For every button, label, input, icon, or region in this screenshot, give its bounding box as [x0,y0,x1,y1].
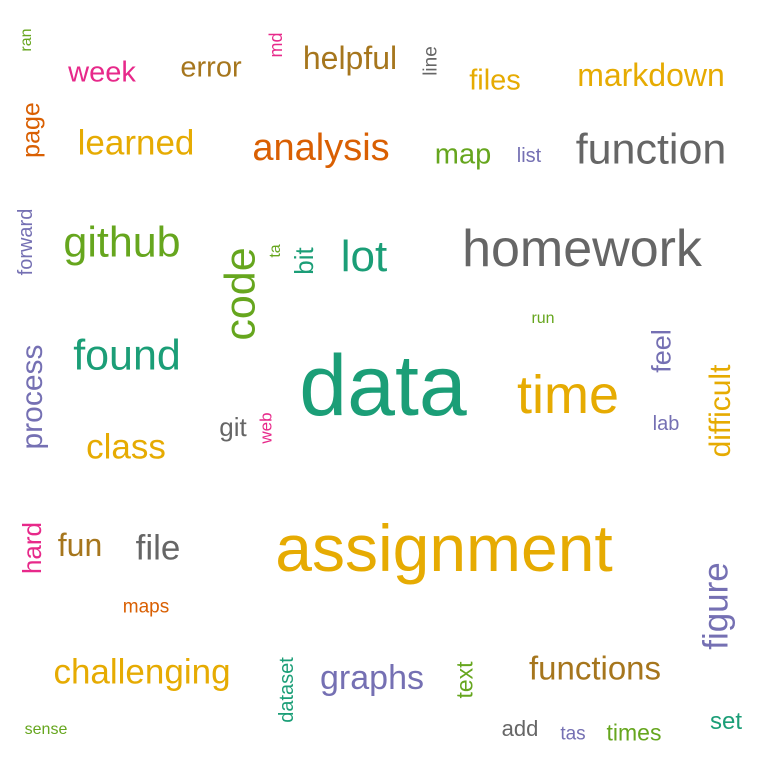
word-github: github [63,218,181,267]
word-markdown: markdown [577,57,725,93]
word-learned: learned [77,123,195,163]
word-bit: bit [289,247,319,275]
word-forward: forward [15,208,37,276]
word-hard: hard [17,521,47,575]
word-lot: lot [340,232,388,281]
word-sense: sense [24,721,68,738]
word-fun: fun [57,527,103,563]
word-run: run [531,310,555,327]
word-time: time [516,365,620,425]
word-file: file [135,528,181,568]
word-add: add [501,716,539,741]
word-graphs: graphs [320,659,424,697]
word-list: list [516,145,542,167]
word-function: function [575,125,727,174]
word-figure: figure [696,562,736,650]
word-week: week [68,56,136,89]
word-tas: tas [560,723,586,745]
word-dataset: dataset [276,657,298,723]
word-feel: feel [646,329,677,373]
word-difficult: difficult [704,364,737,458]
word-lab: lab [652,413,680,435]
word-homework: homework [462,220,702,278]
word-ran: ran [18,28,35,52]
word-times: times [606,719,662,746]
word-class: class [86,427,166,467]
word-maps: maps [122,596,170,618]
word-challenging: challenging [53,652,231,692]
word-error: error [180,51,242,84]
word-files: files [469,64,521,97]
word-process: process [16,344,49,450]
word-page: page [17,102,46,158]
word-found: found [73,331,181,380]
word-ta: ta [267,244,284,258]
word-helpful: helpful [302,40,398,76]
word-assignment: assignment [275,511,613,585]
word-text: text [451,661,478,699]
word-code: code [216,247,265,341]
word-web: web [256,412,276,444]
word-set: set [709,708,743,735]
word-data: data [299,338,467,434]
word-md: md [266,32,286,58]
word-map: map [434,138,492,171]
word-line: line [420,46,442,76]
word-analysis: analysis [252,127,390,169]
word-functions: functions [528,649,662,687]
word-git: git [219,412,247,442]
